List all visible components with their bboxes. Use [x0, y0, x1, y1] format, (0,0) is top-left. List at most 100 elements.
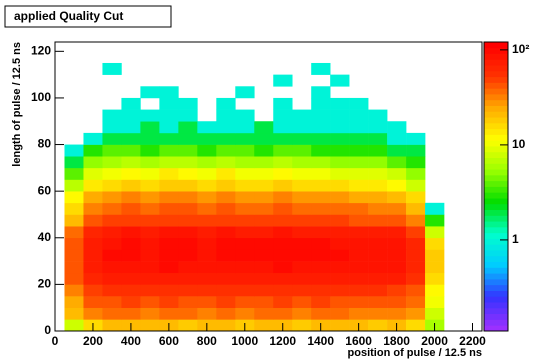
cell	[121, 156, 141, 169]
cell	[83, 261, 103, 274]
cell	[368, 214, 388, 227]
cell	[102, 109, 122, 122]
cell	[387, 296, 407, 308]
cell	[349, 179, 369, 192]
cell	[406, 179, 426, 192]
cell	[368, 156, 388, 169]
cell	[216, 237, 236, 250]
cell	[425, 226, 445, 239]
cell	[140, 237, 160, 250]
cell	[83, 156, 103, 169]
cell	[216, 214, 236, 227]
cell	[273, 121, 293, 134]
cell	[121, 167, 141, 180]
cell	[349, 214, 369, 227]
cell	[121, 307, 141, 320]
cell	[159, 284, 179, 297]
cell	[83, 179, 103, 192]
cell	[349, 296, 369, 308]
cell	[368, 121, 388, 134]
y-tick-label: 100	[31, 90, 51, 104]
palette-band	[484, 47, 508, 54]
palette-band	[484, 70, 508, 78]
cell	[121, 214, 141, 227]
cell	[140, 226, 160, 239]
cell	[121, 121, 141, 134]
cell	[178, 261, 198, 274]
cell	[406, 319, 426, 332]
cell	[159, 97, 179, 110]
cell	[197, 144, 217, 157]
cell	[121, 179, 141, 192]
cell	[140, 132, 160, 145]
cell	[387, 179, 407, 192]
y-tick-label: 60	[38, 183, 52, 197]
cell	[140, 261, 160, 274]
palette-band	[484, 203, 508, 211]
cell	[216, 109, 236, 122]
cell	[102, 307, 122, 320]
cell	[425, 272, 445, 285]
palette-band	[484, 65, 508, 72]
cell	[159, 156, 179, 169]
palette-band	[484, 278, 508, 286]
cell	[235, 191, 255, 204]
cell	[368, 237, 388, 250]
x-tick-label: 1400	[307, 334, 334, 348]
cell	[311, 156, 331, 169]
cell	[292, 237, 312, 250]
cell	[102, 144, 122, 157]
cell	[368, 272, 388, 285]
cell	[140, 86, 160, 99]
cell	[178, 109, 198, 122]
cell	[368, 261, 388, 274]
cell	[102, 226, 122, 239]
cell	[387, 237, 407, 250]
cell	[140, 191, 160, 204]
cell	[349, 191, 369, 204]
cell	[83, 202, 103, 215]
cell	[425, 202, 445, 215]
cell	[330, 121, 350, 134]
cell	[102, 296, 122, 308]
cell	[330, 237, 350, 250]
cell	[330, 144, 350, 157]
cell	[83, 249, 103, 262]
cell	[197, 261, 217, 274]
cell	[311, 62, 331, 75]
cell	[349, 249, 369, 262]
cell	[330, 74, 350, 87]
cell	[159, 144, 179, 157]
palette-band	[484, 302, 508, 309]
cell	[64, 272, 84, 285]
chart-title: applied Quality Cut	[14, 9, 123, 23]
cell	[292, 249, 312, 262]
cell	[83, 284, 103, 297]
cell	[311, 307, 331, 320]
cell	[406, 307, 426, 320]
cell	[216, 202, 236, 215]
cell	[292, 121, 312, 134]
cell	[83, 226, 103, 239]
cell	[159, 109, 179, 122]
cell	[178, 179, 198, 192]
cell	[311, 296, 331, 308]
cell	[254, 249, 274, 262]
cell	[311, 237, 331, 250]
cell	[102, 261, 122, 274]
cell	[159, 272, 179, 285]
cell	[292, 307, 312, 320]
cell	[216, 249, 236, 262]
cell	[235, 226, 255, 239]
cell	[102, 62, 122, 75]
palette-band	[484, 151, 508, 158]
palette-band	[484, 284, 508, 291]
cell	[235, 296, 255, 308]
cell	[292, 284, 312, 297]
palette-band	[484, 42, 508, 49]
cell	[292, 261, 312, 274]
cell	[140, 284, 160, 297]
cell	[349, 307, 369, 320]
